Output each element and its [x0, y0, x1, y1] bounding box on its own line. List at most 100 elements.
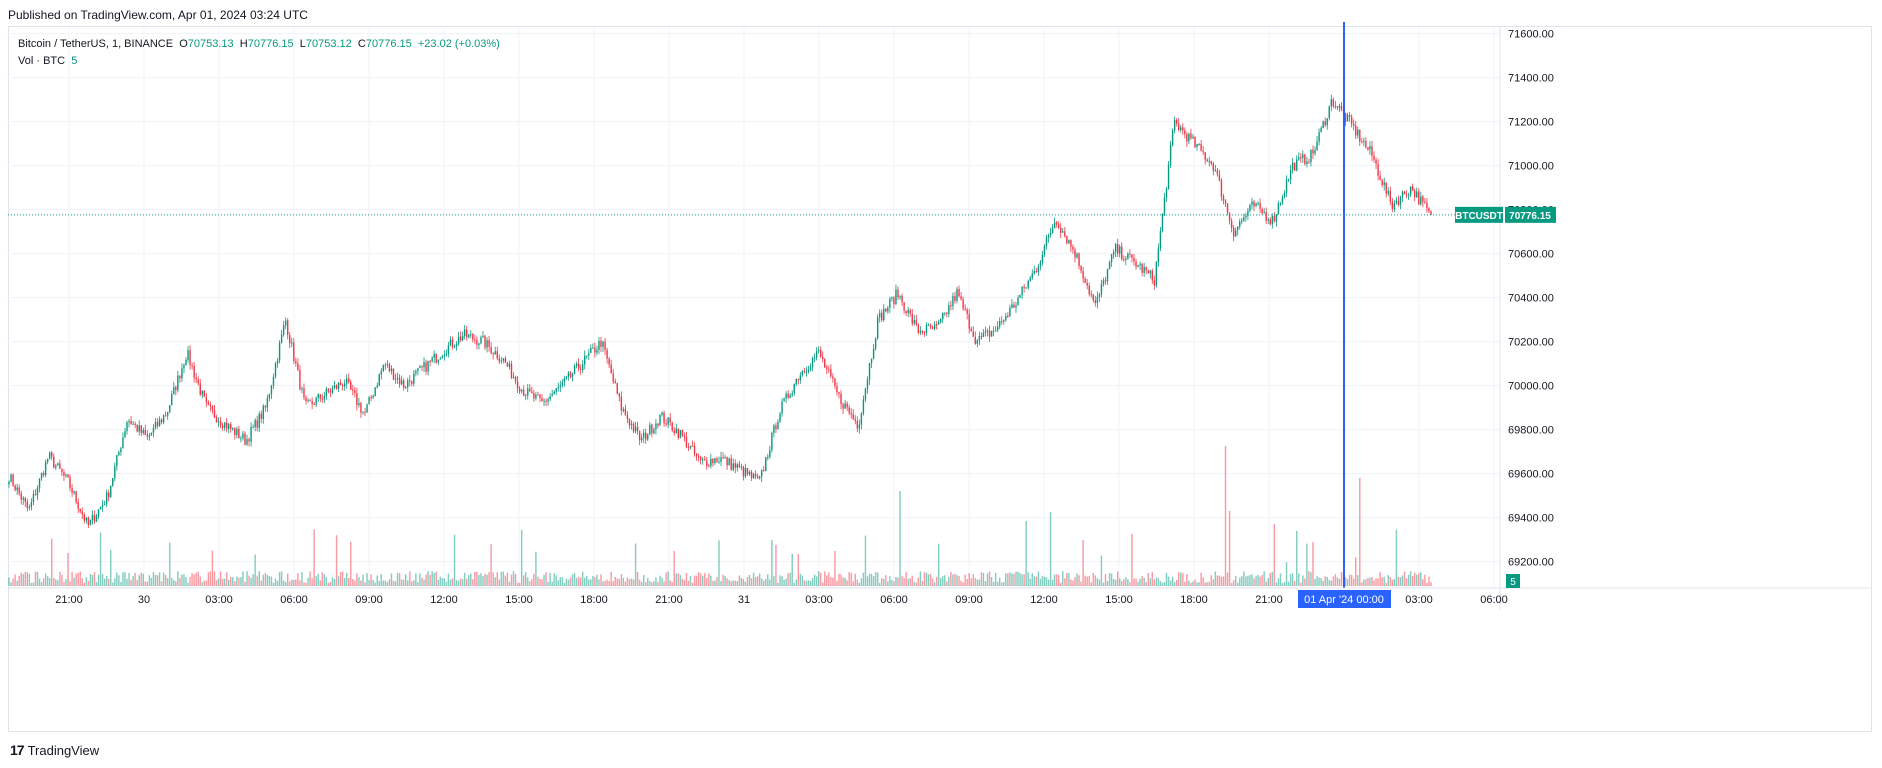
volume-bar — [781, 576, 783, 586]
candle-body — [1377, 163, 1379, 176]
candle-body — [1218, 174, 1221, 181]
candle-body — [710, 458, 712, 467]
candle-body — [126, 422, 128, 432]
candle-body — [429, 360, 431, 362]
candle-body — [921, 330, 924, 333]
candle-body — [36, 488, 39, 496]
candle-body — [866, 379, 869, 389]
candle-body — [482, 335, 484, 338]
legend-close-label: C — [357, 38, 366, 50]
candle-body — [779, 413, 781, 422]
volume-bar — [622, 577, 625, 586]
volume-bar — [85, 577, 88, 586]
volume-bar — [1239, 577, 1241, 586]
volume-bar — [1293, 580, 1296, 586]
candle-body — [726, 457, 728, 466]
volume-bar — [1123, 579, 1125, 586]
candle-body — [169, 405, 171, 413]
volume-bar — [769, 579, 771, 586]
candle-body — [120, 448, 122, 453]
candle-body — [504, 358, 507, 363]
volume-bar — [1237, 582, 1239, 586]
volume-bar — [232, 577, 234, 586]
candle-body — [130, 421, 132, 425]
time-tick-label: 06:00 — [880, 594, 908, 606]
candle-body — [1287, 179, 1290, 181]
volume-bar — [441, 578, 444, 586]
candle-body — [65, 474, 67, 476]
time-tick-label: 15:00 — [1105, 594, 1133, 606]
candle-body — [221, 425, 224, 428]
candle-body — [1310, 149, 1312, 163]
volume-bar — [758, 573, 761, 586]
volume-bar — [738, 575, 741, 586]
candle-body — [1373, 155, 1375, 160]
candle-body — [535, 394, 537, 399]
volume-bar — [219, 571, 222, 586]
candle-body — [917, 324, 920, 333]
candle-body — [1413, 190, 1416, 198]
candle-body — [413, 373, 415, 384]
legend-high-label: H — [239, 38, 248, 50]
candle-body — [797, 379, 800, 381]
candle-body — [732, 463, 734, 470]
volume-bar — [179, 577, 181, 586]
volume-bar — [411, 581, 413, 586]
candle-body — [1330, 99, 1333, 107]
volume-bar — [1196, 582, 1198, 586]
candle-body — [522, 389, 525, 396]
volume-bar — [596, 574, 598, 586]
volume-bar — [122, 572, 124, 586]
volume-bar — [417, 582, 419, 586]
candle-body — [695, 453, 698, 457]
candle-body — [24, 498, 27, 502]
legend-price-row: Bitcoin / TetherUS, 1, BINANCE O70753.13… — [18, 36, 500, 53]
candle-body — [44, 461, 47, 476]
candle-body — [919, 330, 922, 333]
price-tick-label: 71600.00 — [1508, 29, 1554, 41]
candle-body — [303, 388, 305, 398]
volume-bar — [459, 578, 462, 586]
volume-bar — [1257, 574, 1259, 586]
volume-bar — [404, 574, 407, 586]
candle-body — [1350, 116, 1353, 125]
candle-body — [134, 423, 136, 425]
candle-body — [87, 517, 90, 526]
volume-bar — [36, 572, 39, 586]
volume-bar — [701, 576, 704, 586]
volume-bar — [1086, 576, 1088, 586]
volume-bar — [1422, 579, 1424, 586]
volume-bar — [832, 577, 834, 586]
candle-body — [254, 420, 256, 428]
candle-body — [400, 380, 403, 385]
volume-bar — [842, 577, 844, 586]
volume-bar — [1060, 582, 1062, 586]
volume-bar — [1106, 581, 1109, 586]
candle-body — [527, 388, 529, 396]
volume-bar — [982, 572, 985, 586]
volume-bar — [225, 572, 228, 586]
candle-body — [356, 392, 358, 406]
candle-body — [388, 363, 391, 372]
volume-bar — [962, 582, 964, 586]
candle-body — [649, 424, 651, 435]
volume-bar — [1027, 572, 1029, 586]
candle-body — [789, 394, 791, 398]
candle-body — [647, 434, 649, 440]
volume-bar — [470, 573, 472, 586]
volume-bar — [919, 571, 922, 586]
volume-bar — [1023, 574, 1025, 586]
candle-body — [718, 461, 720, 463]
candle-body — [1397, 200, 1400, 205]
chart-frame[interactable] — [8, 26, 1872, 732]
footer-brand[interactable]: 17 TradingView — [10, 742, 99, 758]
candle-body — [699, 456, 702, 461]
volume-bar — [1355, 557, 1357, 586]
candle-body — [1161, 213, 1164, 232]
candle-body — [549, 396, 551, 400]
candle-body — [331, 387, 334, 393]
volume-bar — [1391, 579, 1394, 586]
candle-body — [518, 388, 521, 392]
volume-bar — [494, 577, 496, 586]
